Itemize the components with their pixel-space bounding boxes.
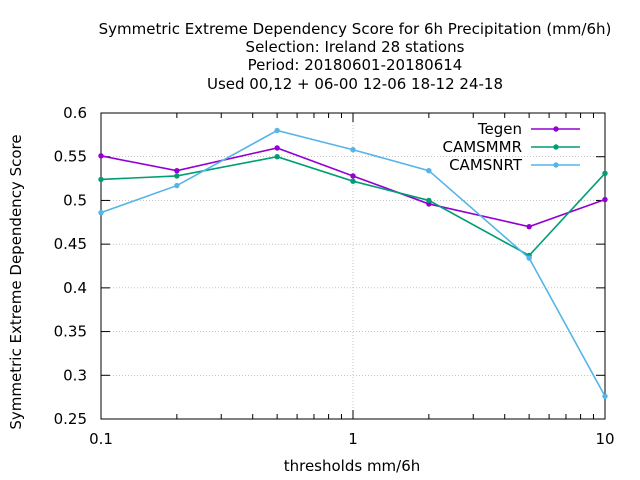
y-axis-label: Symmetric Extreme Dependency Score	[7, 134, 25, 429]
title-line-1: Symmetric Extreme Dependency Score for 6…	[99, 20, 612, 38]
legend-item: Tegen	[477, 120, 580, 138]
data-point	[98, 176, 104, 183]
legend-item: CAMSMMR	[442, 138, 580, 156]
data-point	[174, 182, 180, 189]
data-point	[274, 127, 280, 134]
x-axis-label: thresholds mm/6h	[284, 457, 421, 475]
axis-ticks: 0.25 0.3 0.35 0.4 0.45 0.5 0.55 0.6 0.1 1 10	[54, 104, 615, 448]
y-tick-label: 0.45	[54, 235, 87, 253]
y-tick-label: 0.6	[63, 104, 87, 122]
title-line-2: Selection: Ireland 28 stations	[246, 38, 465, 56]
legend-item: CAMSNRT	[449, 156, 580, 174]
chart-title: Symmetric Extreme Dependency Score for 6…	[99, 20, 612, 93]
legend-label: Tegen	[477, 120, 522, 138]
legend-label: CAMSNRT	[449, 156, 523, 174]
data-point	[174, 168, 180, 174]
grid	[101, 113, 605, 419]
data-point	[526, 223, 532, 230]
legend-label: CAMSMMR	[442, 138, 522, 156]
data-point	[426, 197, 432, 204]
x-tick-label: 0.1	[89, 430, 113, 448]
series-tegen	[98, 145, 608, 230]
data-point	[602, 393, 608, 399]
y-tick-label: 0.55	[54, 148, 87, 166]
data-point	[98, 209, 104, 216]
y-tick-label: 0.3	[63, 366, 87, 384]
series-camsnrt	[98, 127, 608, 399]
legend-marker	[553, 162, 559, 168]
x-tick-label: 10	[595, 430, 614, 448]
series-lines	[98, 127, 608, 399]
title-line-4: Used 00,12 + 06-00 12-06 18-12 24-18	[207, 75, 503, 93]
data-point	[98, 153, 104, 159]
data-point	[274, 145, 280, 151]
data-point	[602, 170, 608, 177]
y-tick-label: 0.25	[54, 410, 87, 428]
data-point	[426, 168, 432, 174]
legend-marker	[553, 144, 559, 150]
data-point	[350, 178, 356, 184]
data-point	[526, 255, 532, 261]
legend-marker	[553, 126, 559, 132]
data-point	[350, 147, 356, 153]
data-point	[274, 154, 280, 160]
y-tick-label: 0.35	[54, 323, 87, 341]
data-point	[174, 173, 180, 179]
title-line-3: Period: 20180601-20180614	[248, 56, 463, 74]
plot-frame	[100, 112, 606, 420]
data-point	[602, 196, 608, 203]
x-tick-label: 1	[348, 430, 358, 448]
data-point	[350, 173, 356, 179]
y-tick-label: 0.5	[63, 191, 87, 209]
y-tick-label: 0.4	[63, 279, 87, 297]
